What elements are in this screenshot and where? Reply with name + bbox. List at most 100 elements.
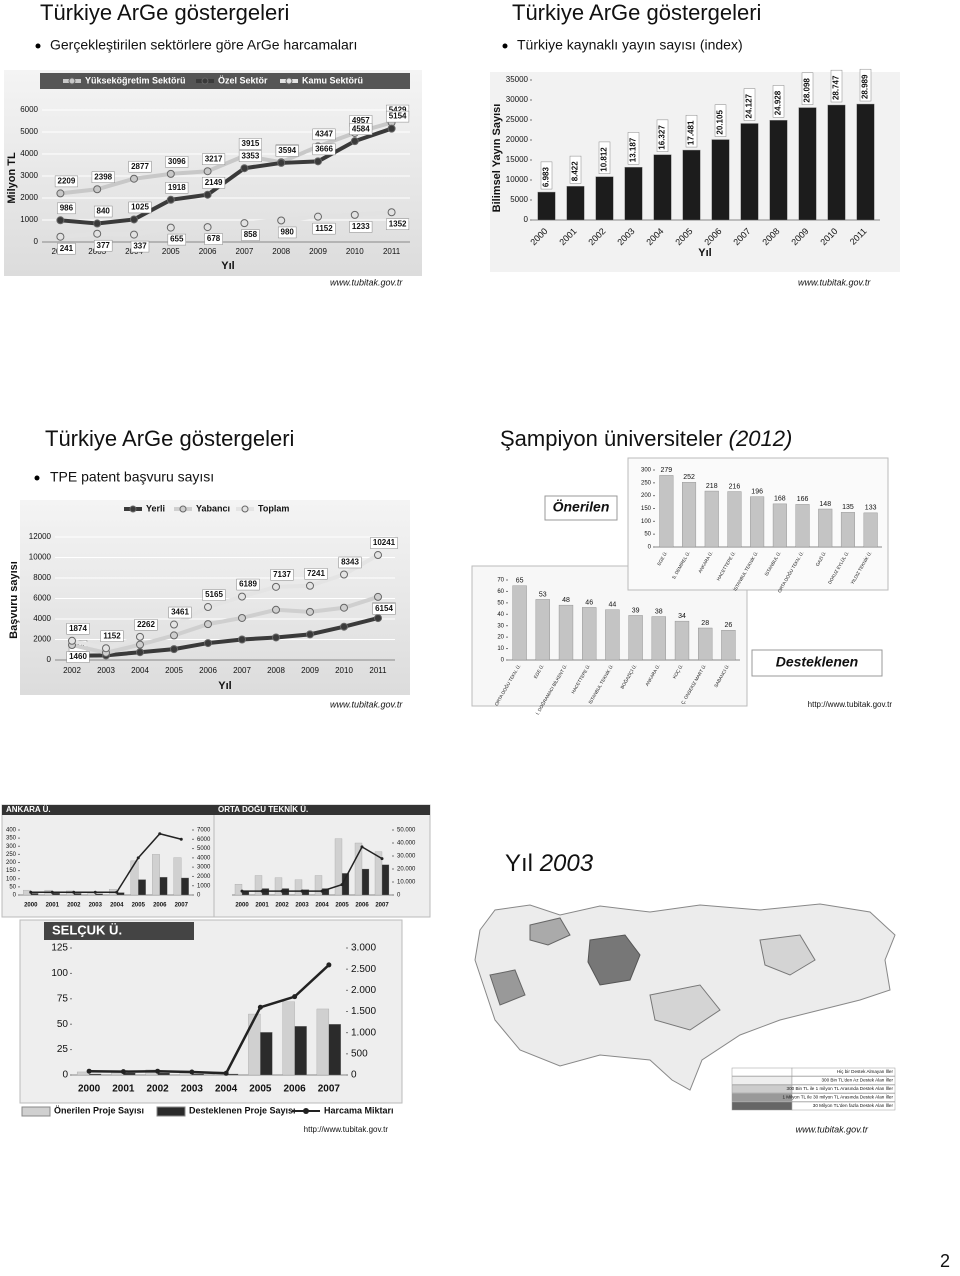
- x-tick-label: 2011: [383, 247, 401, 256]
- point: [93, 890, 97, 894]
- legend-label: 1 Milyon TL ile 30 milyon TL Arasında De…: [782, 1094, 893, 1100]
- x-tick-label: 2005: [249, 1084, 272, 1095]
- legend-label: Yükseköğretim Sektörü: [85, 75, 186, 85]
- y-tick-label: 0: [197, 893, 201, 899]
- point: [155, 1068, 161, 1074]
- point: [306, 607, 314, 616]
- point: [204, 620, 212, 629]
- data-label: 678: [207, 234, 221, 243]
- bullet-text: TPE patent başvuru sayısı: [50, 469, 214, 485]
- y-tick-label: 1.500: [351, 1006, 376, 1017]
- label-box: [801, 72, 814, 105]
- x-tick-label: 2008: [272, 247, 290, 256]
- y-tick-label: 0: [524, 215, 529, 224]
- bar: [354, 842, 363, 896]
- bar: [116, 892, 125, 896]
- x-tick-label: 2004: [215, 1084, 238, 1095]
- map-region: [587, 934, 641, 986]
- data-label: 6.983: [542, 166, 551, 187]
- y-tick-label: 10000: [29, 553, 52, 562]
- data-label: 3461: [171, 608, 189, 617]
- label-box: [238, 150, 262, 162]
- label-box: [241, 229, 260, 241]
- bar: [88, 1073, 102, 1076]
- x-tick-label: 2003: [89, 903, 103, 909]
- x-tick-label: 2002: [67, 903, 81, 909]
- point: [272, 633, 280, 642]
- bar: [512, 585, 527, 661]
- data-label: 5429: [389, 106, 407, 115]
- data-label: 7137: [273, 570, 291, 579]
- point: [360, 845, 364, 849]
- label-box: [830, 69, 843, 103]
- slide-title: Türkiye ArGe göstergeleri: [45, 426, 294, 451]
- label-box: [270, 569, 294, 581]
- y-tick-label: 0: [13, 893, 17, 899]
- legend-swatch: [731, 1076, 793, 1085]
- data-label: 46: [585, 599, 593, 606]
- point: [203, 167, 212, 176]
- point: [340, 883, 344, 887]
- bar: [624, 167, 643, 221]
- y-tick-label: 20.000: [397, 867, 416, 873]
- x-tick-label: 2007: [236, 247, 254, 256]
- point: [314, 157, 322, 166]
- label-box: [57, 202, 76, 215]
- point: [166, 169, 175, 178]
- bar: [95, 893, 103, 896]
- legend-label: Kamu Sektörü: [302, 75, 363, 85]
- legend-cell: [791, 1101, 896, 1111]
- data-label: 16.327: [658, 125, 667, 150]
- series-line: [242, 845, 383, 892]
- x-tick-label: 2005: [335, 903, 349, 909]
- data-label: 3217: [205, 154, 223, 163]
- label-box: [312, 222, 336, 235]
- legend-band: [40, 73, 410, 89]
- point: [56, 232, 65, 241]
- legend-swatch: [731, 1067, 793, 1077]
- data-label: 8.422: [571, 161, 580, 182]
- y-tick-label: 25000: [506, 115, 529, 124]
- series-line: [60, 120, 393, 196]
- y-tick-label: 0: [62, 1070, 68, 1081]
- data-label: 2877: [131, 162, 149, 171]
- x-tick-label: 2004: [315, 903, 329, 909]
- point: [93, 185, 102, 194]
- data-label: 166: [797, 496, 809, 503]
- data-label: 6154: [375, 604, 393, 613]
- bar: [750, 496, 765, 548]
- label-box: [204, 233, 223, 245]
- y-tick-label: 2000: [33, 635, 51, 644]
- label-box: [93, 205, 113, 218]
- bar: [381, 864, 390, 896]
- y-tick-label: 4000: [197, 855, 211, 861]
- x-tick-label: 2001: [112, 1084, 135, 1095]
- x-tick-label: 2008: [267, 666, 285, 675]
- y-tick-label: 200: [641, 493, 652, 499]
- data-label: 7241: [307, 569, 325, 578]
- data-label: 168: [774, 496, 786, 503]
- data-label: 252: [683, 474, 695, 481]
- bar: [294, 1026, 307, 1076]
- bar: [254, 875, 263, 896]
- panel-band: [2, 805, 214, 815]
- bar: [173, 857, 182, 896]
- legend-swatch: [285, 77, 293, 85]
- bullet-dot: [502, 43, 508, 49]
- panel-band: [214, 805, 430, 815]
- y-tick-label: 100: [641, 519, 652, 525]
- panel-title: SELÇUK Ü.: [52, 922, 122, 937]
- source: www.tubitak.gov.tr: [798, 277, 871, 287]
- point: [320, 889, 324, 893]
- y-tick-label: 250: [6, 852, 17, 858]
- x-tick-label: 2006: [199, 666, 217, 675]
- data-label: 133: [865, 505, 877, 512]
- data-label: 5154: [389, 112, 407, 121]
- data-label: 13.187: [629, 137, 638, 162]
- y-tick-label: 70: [497, 578, 504, 584]
- data-label: 4957: [352, 116, 370, 125]
- data-label: 3353: [242, 151, 260, 160]
- y-tick-label: 6000: [197, 837, 211, 843]
- data-label: 34: [678, 613, 686, 620]
